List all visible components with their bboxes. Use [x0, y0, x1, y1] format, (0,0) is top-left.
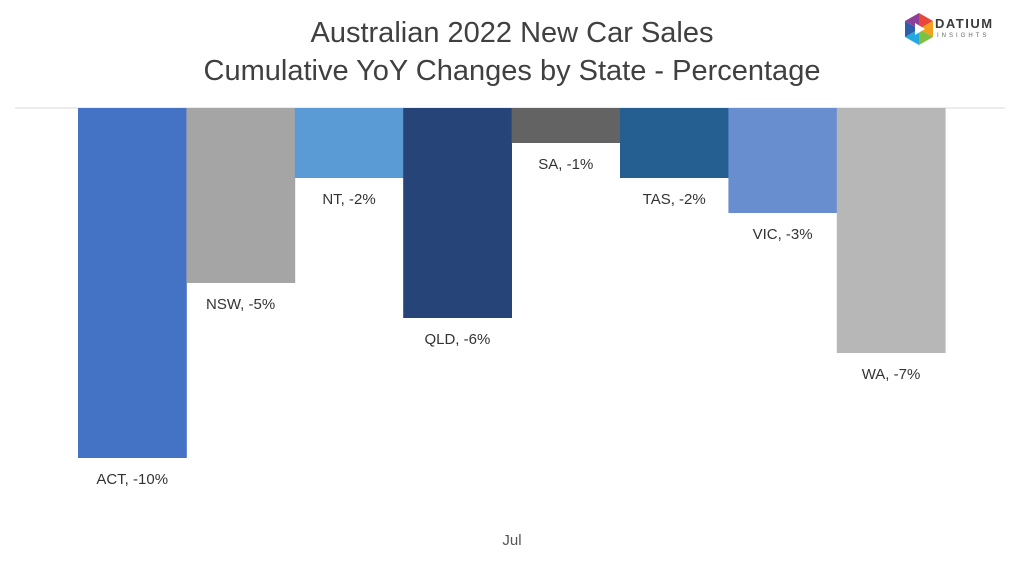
bar-vic	[728, 108, 838, 213]
data-label-nsw: NSW, -5%	[206, 296, 275, 313]
chart-title: Australian 2022 New Car Sales	[310, 17, 714, 49]
data-label-nt: NT, -2%	[322, 191, 375, 208]
bar-act	[78, 108, 187, 458]
bar-sa	[511, 108, 621, 143]
x-axis-label: Jul	[502, 532, 521, 549]
chart-subtitle: Cumulative YoY Changes by State - Percen…	[203, 55, 821, 87]
data-label-act: ACT, -10%	[96, 471, 168, 488]
bar-wa	[836, 108, 946, 353]
logo-wordmark: DATIUM	[935, 16, 994, 31]
logo-subtext: INSIGHTS	[937, 33, 990, 39]
bar-tas	[620, 108, 729, 178]
datium-logo-icon	[905, 13, 933, 45]
bar-nsw	[186, 108, 296, 283]
data-label-wa: WA, -7%	[862, 366, 921, 383]
bar-qld	[403, 108, 512, 318]
data-label-qld: QLD, -6%	[424, 331, 490, 348]
data-label-vic: VIC, -3%	[753, 226, 813, 243]
data-labels-group: ACT, -10% NSW, -5% NT, -2% QLD, -6% SA, -1% T…	[96, 156, 920, 488]
data-label-tas: TAS, -2%	[643, 191, 706, 208]
bar-nt	[294, 108, 404, 178]
data-label-sa: SA, -1%	[538, 156, 593, 173]
datium-logo: DATIUM INSIGHTS	[905, 13, 1015, 53]
bars-group	[78, 108, 946, 458]
